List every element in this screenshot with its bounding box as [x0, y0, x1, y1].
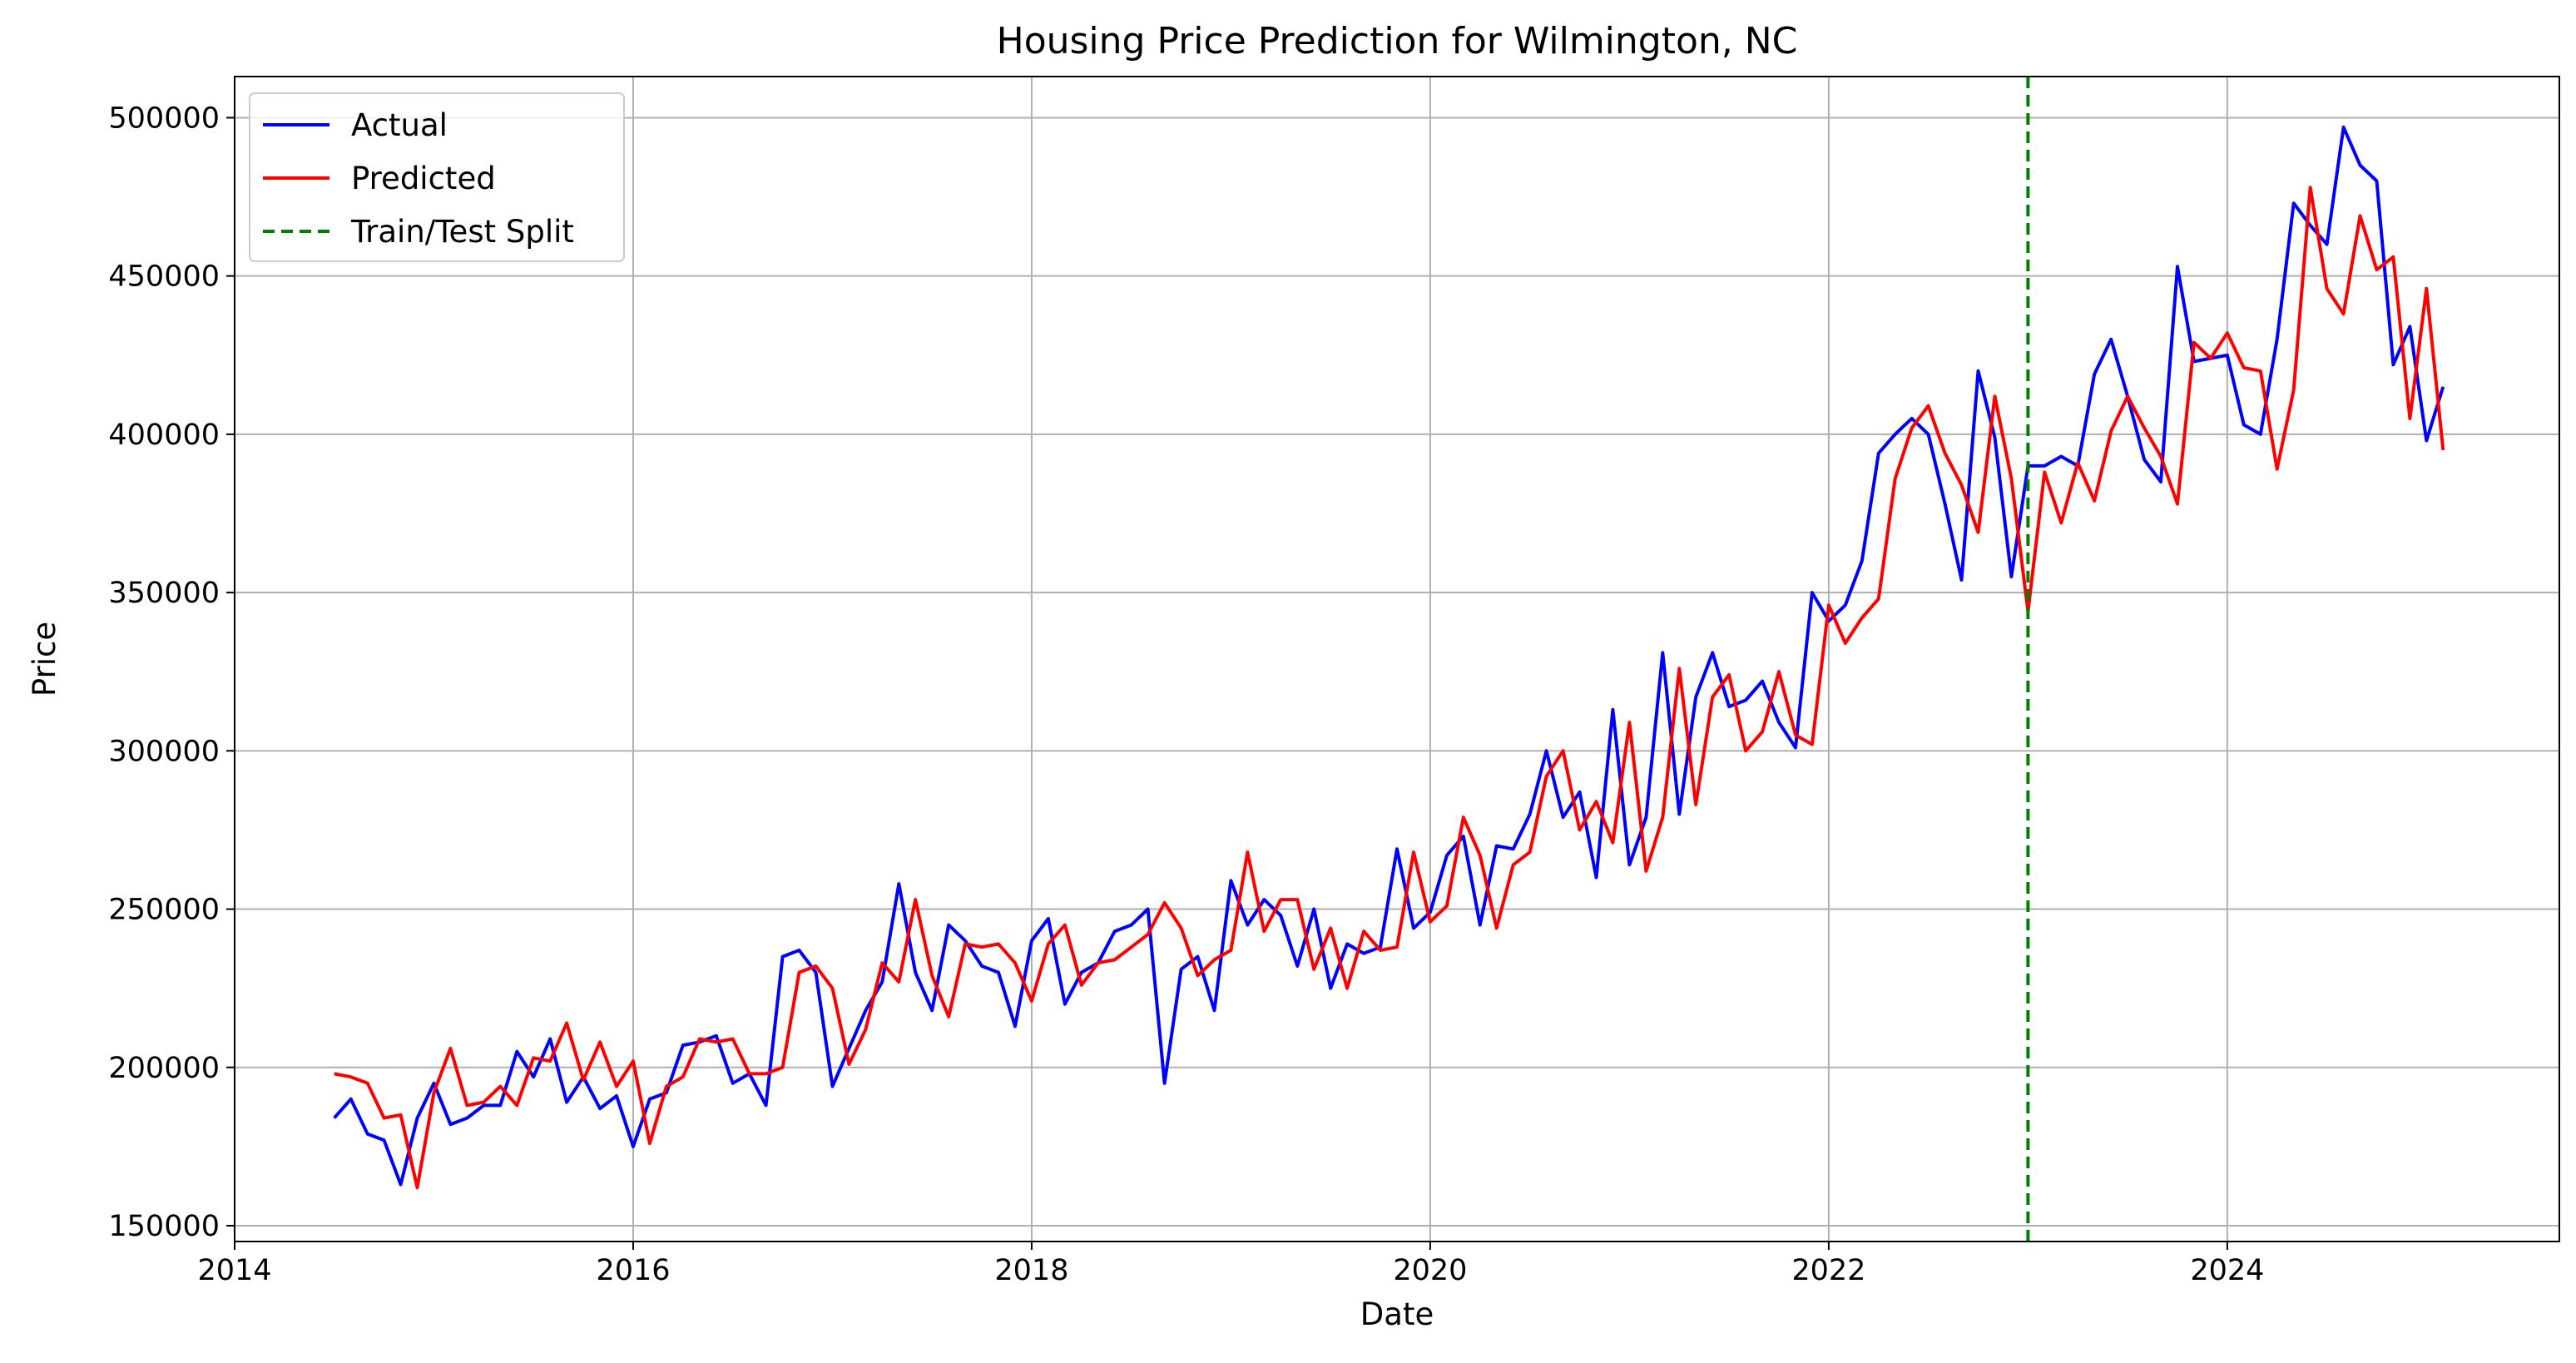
plot-frame	[234, 76, 2560, 1242]
y-tick-label: 300000	[108, 735, 220, 768]
legend-label-predicted: Predicted	[351, 161, 496, 196]
series-line-actual	[333, 125, 2445, 1187]
grid	[234, 77, 2559, 1242]
y-tick-label: 250000	[108, 894, 220, 927]
series-layer	[333, 77, 2445, 1242]
legend: Actual Predicted Train/Test Split	[249, 92, 625, 262]
legend-box	[249, 92, 625, 262]
x-tick-label: 2022	[1791, 1254, 1865, 1287]
legend-label-actual: Actual	[351, 107, 448, 143]
y-tick-label: 200000	[108, 1052, 220, 1085]
y-axis-label: Price	[27, 622, 62, 696]
x-tick-label: 2016	[596, 1254, 670, 1287]
y-tick-label: 150000	[108, 1210, 220, 1243]
x-tick-label: 2024	[2190, 1254, 2264, 1287]
y-tick-label: 350000	[108, 577, 220, 610]
y-tick-label: 400000	[108, 419, 220, 452]
chart-title: Housing Price Prediction for Wilmington,…	[997, 20, 1798, 62]
y-tick-label: 500000	[108, 102, 220, 135]
axis-ticks: 2014 2016 2018 2020 2022 2024 150000 200000 2500…	[108, 102, 2264, 1287]
x-tick-label: 2020	[1393, 1254, 1467, 1287]
y-tick-label: 450000	[108, 260, 220, 294]
legend-label-split: Train/Test Split	[350, 214, 574, 250]
x-tick-label: 2014	[197, 1254, 271, 1287]
x-axis-label: Date	[1360, 1296, 1434, 1332]
x-tick-label: 2018	[994, 1254, 1068, 1287]
series-line-predicted	[334, 186, 2445, 1190]
